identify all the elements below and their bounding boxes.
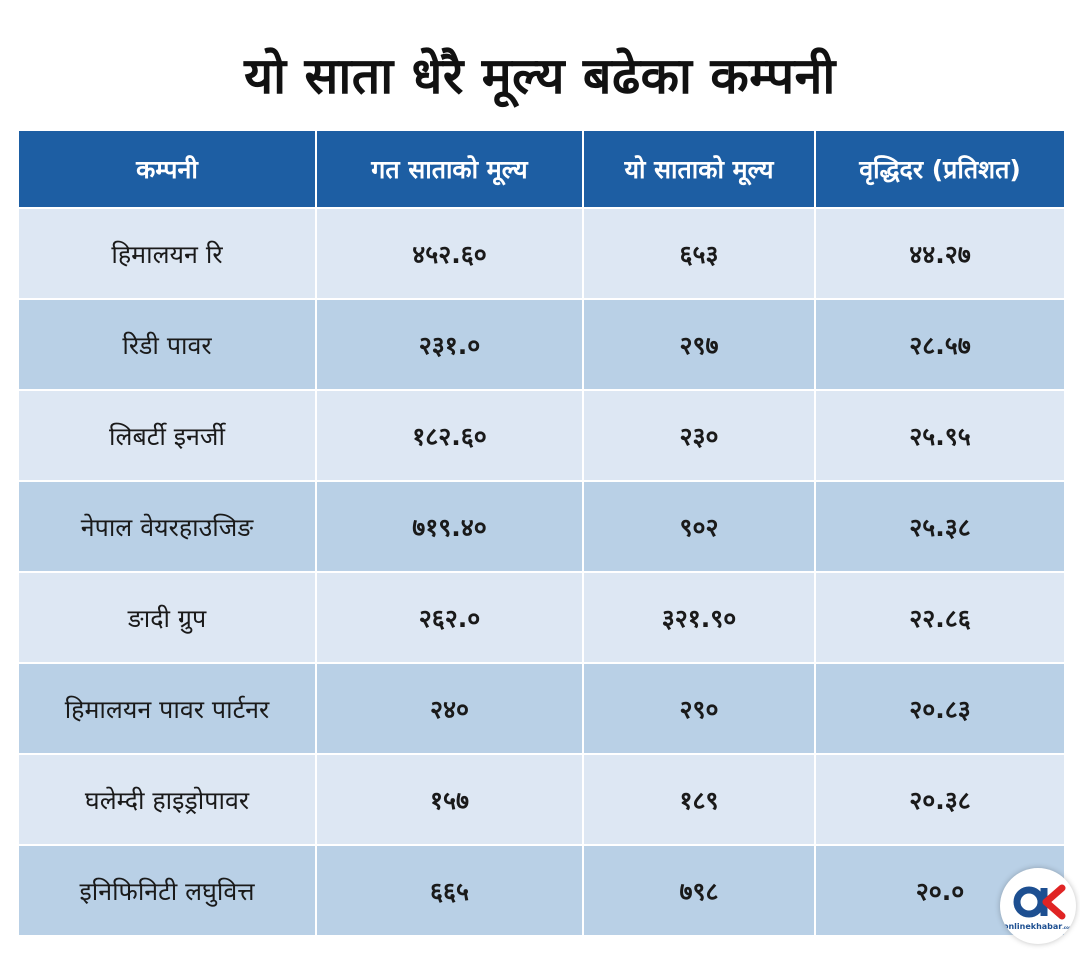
last-week-cell: २४०: [315, 662, 584, 755]
price-table: कम्पनी गत साताको मूल्य यो साताको मूल्य व…: [17, 131, 1066, 937]
logo-o-mark: [1013, 886, 1045, 918]
this-week-cell: ३२१.९०: [582, 571, 816, 664]
this-week-cell: २३०: [582, 389, 816, 482]
table-header-row: कम्पनी गत साताको मूल्य यो साताको मूल्य व…: [17, 131, 1066, 209]
this-week-cell: ७९८: [582, 844, 816, 937]
growth-cell: २०.८३: [814, 662, 1066, 755]
logo-wordmark: onlinekhabar.com: [1003, 922, 1073, 931]
this-week-cell: १८९: [582, 753, 816, 846]
onlinekhabar-logo: onlinekhabar.com: [1000, 868, 1076, 944]
table-row: ङादी ग्रुप २६२.० ३२१.९० २२.८६: [17, 571, 1066, 664]
last-week-cell: २३१.०: [315, 298, 584, 391]
header-this-week-price: यो साताको मूल्य: [582, 131, 816, 209]
last-week-cell: ६६५: [315, 844, 584, 937]
table-row: लिबर्टी इनर्जी १८२.६० २३० २५.९५: [17, 389, 1066, 482]
company-cell: लिबर्टी इनर्जी: [17, 389, 317, 482]
table-row: घलेम्दी हाइड्रोपावर १५७ १८९ २०.३८: [17, 753, 1066, 846]
this-week-cell: ६५३: [582, 207, 816, 300]
logo-k-arm-upper: [1042, 884, 1066, 906]
last-week-cell: ७१९.४०: [315, 480, 584, 573]
growth-cell: २०.३८: [814, 753, 1066, 846]
company-cell: ङादी ग्रुप: [17, 571, 317, 664]
company-cell: हिमालयन पावर पार्टनर: [17, 662, 317, 755]
last-week-cell: १८२.६०: [315, 389, 584, 482]
this-week-cell: २९७: [582, 298, 816, 391]
growth-cell: ४४.२७: [814, 207, 1066, 300]
header-company: कम्पनी: [17, 131, 317, 209]
last-week-cell: १५७: [315, 753, 584, 846]
growth-cell: २५.३८: [814, 480, 1066, 573]
header-last-week-price: गत साताको मूल्य: [315, 131, 584, 209]
table-row: हिमालयन रि ४५२.६० ६५३ ४४.२७: [17, 207, 1066, 300]
last-week-cell: ४५२.६०: [315, 207, 584, 300]
company-cell: नेपाल वेयरहाउजिङ: [17, 480, 317, 573]
table-row: नेपाल वेयरहाउजिङ ७१९.४० ९०२ २५.३८: [17, 480, 1066, 573]
company-cell: इनिफिनिटी लघुवित्त: [17, 844, 317, 937]
logo-k-arm-lower: [1042, 898, 1066, 920]
page-title: यो साता धेरै मूल्य बढेका कम्पनी: [244, 47, 836, 105]
this-week-cell: २९०: [582, 662, 816, 755]
last-week-cell: २६२.०: [315, 571, 584, 664]
growth-cell: २८.५७: [814, 298, 1066, 391]
company-cell: रिडी पावर: [17, 298, 317, 391]
growth-cell: २२.८६: [814, 571, 1066, 664]
table-row: इनिफिनिटी लघुवित्त ६६५ ७९८ २०.०: [17, 844, 1066, 937]
header-growth-rate: वृद्धिदर (प्रतिशत): [814, 131, 1066, 209]
table-row: रिडी पावर २३१.० २९७ २८.५७: [17, 298, 1066, 391]
table-row: हिमालयन पावर पार्टनर २४० २९० २०.८३: [17, 662, 1066, 755]
logo-icon: onlinekhabar.com: [1003, 884, 1073, 931]
company-cell: हिमालयन रि: [17, 207, 317, 300]
growth-cell: २५.९५: [814, 389, 1066, 482]
company-cell: घलेम्दी हाइड्रोपावर: [17, 753, 317, 846]
this-week-cell: ९०२: [582, 480, 816, 573]
